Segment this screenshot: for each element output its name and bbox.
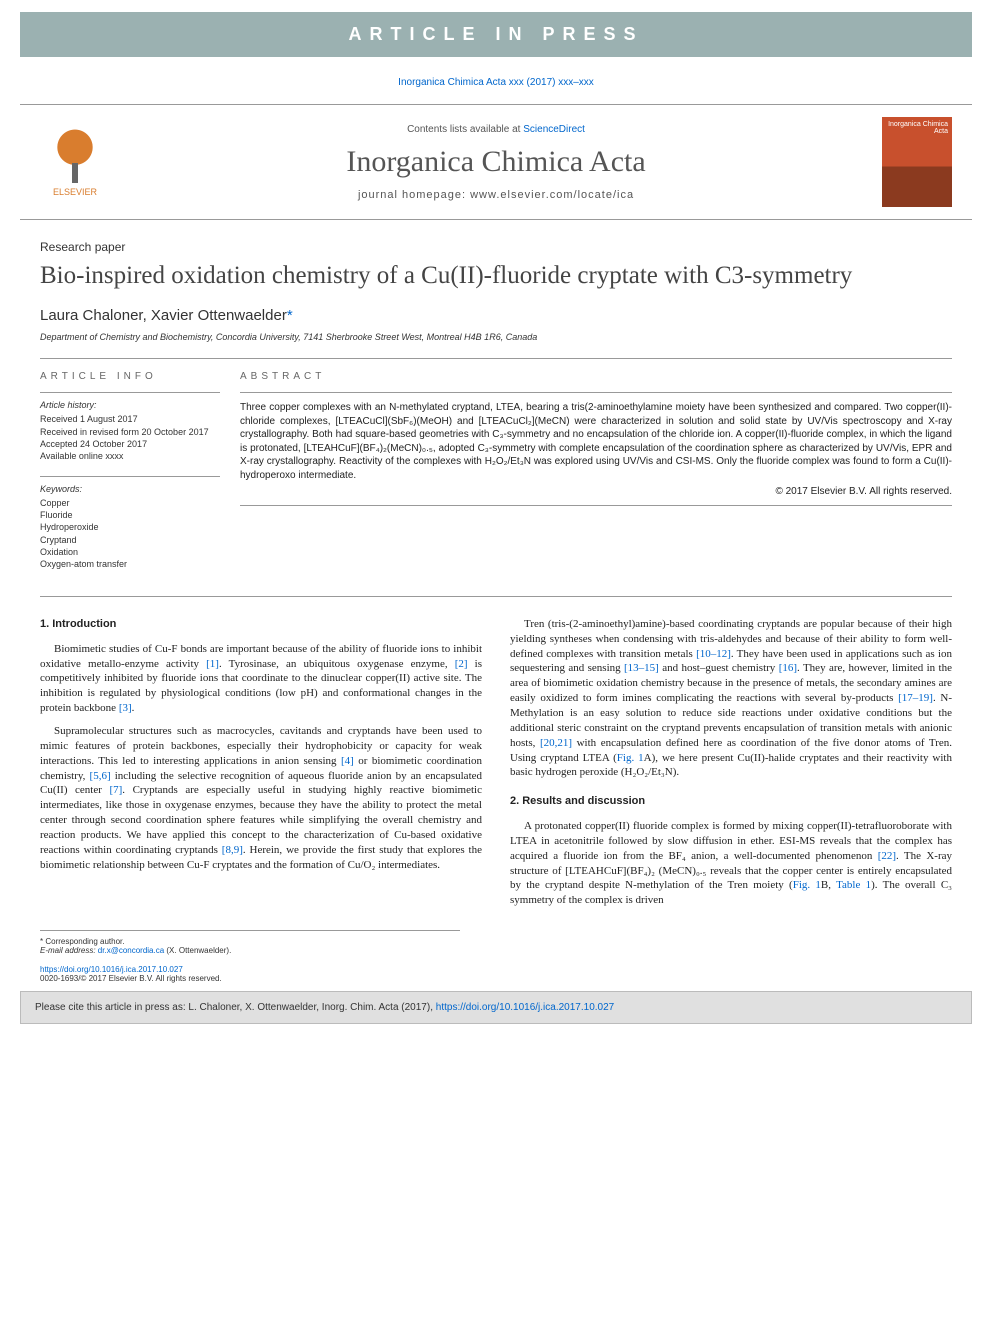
ref-link[interactable]: [2] (455, 658, 468, 670)
keyword: Oxidation (40, 546, 220, 558)
ref-link[interactable]: [8,9] (222, 844, 243, 856)
ref-link[interactable]: [4] (341, 755, 354, 767)
sciencedirect-link[interactable]: ScienceDirect (523, 124, 585, 135)
email-person: (X. Ottenwaelder). (164, 946, 231, 955)
corresponding-mark: * (287, 307, 293, 324)
article-info-column: ARTICLE INFO Article history: Received 1… (40, 371, 240, 584)
table-link[interactable]: Table 1 (836, 879, 871, 891)
footnote-block: * Corresponding author. E-mail address: … (40, 930, 460, 955)
history-item: Received in revised form 20 October 2017 (40, 426, 220, 438)
intro-paragraph-3: Tren (tris-(2-aminoethyl)amine)-based co… (510, 617, 952, 780)
history-item: Accepted 24 October 2017 (40, 438, 220, 450)
body-two-column: 1. Introduction Biomimetic studies of Cu… (40, 617, 952, 916)
elsevier-tree-icon (50, 128, 100, 183)
abstract-heading: ABSTRACT (240, 371, 952, 382)
keywords-block: Keywords: Copper Fluoride Hydroperoxide … (40, 483, 220, 570)
corresponding-author-note: * Corresponding author. (40, 937, 460, 946)
cite-footer: Please cite this article in press as: L.… (20, 991, 972, 1024)
keyword: Oxygen-atom transfer (40, 558, 220, 570)
publisher-name: ELSEVIER (53, 187, 97, 197)
article-info-heading: ARTICLE INFO (40, 371, 220, 382)
email-line: E-mail address: dr.x@concordia.ca (X. Ot… (40, 946, 460, 955)
history-label: Article history: (40, 399, 220, 411)
section-heading-results: 2. Results and discussion (510, 794, 952, 809)
history-item: Received 1 August 2017 (40, 413, 220, 425)
ref-link[interactable]: [17–19] (898, 692, 933, 704)
journal-name: Inorganica Chimica Acta (130, 145, 862, 179)
keyword: Hydroperoxide (40, 521, 220, 533)
intro-paragraph-2: Supramolecular structures such as macroc… (40, 724, 482, 872)
keywords-label: Keywords: (40, 483, 220, 495)
section-heading-introduction: 1. Introduction (40, 617, 482, 632)
keyword: Copper (40, 497, 220, 509)
ref-link[interactable]: [13–15] (624, 662, 659, 674)
journal-homepage: journal homepage: www.elsevier.com/locat… (130, 189, 862, 201)
article-title: Bio-inspired oxidation chemistry of a Cu… (40, 260, 952, 291)
body-column-left: 1. Introduction Biomimetic studies of Cu… (40, 617, 482, 916)
email-label: E-mail address: (40, 946, 98, 955)
elsevier-logo: ELSEVIER (40, 122, 110, 202)
citation-line: Inorganica Chimica Acta xxx (2017) xxx–x… (0, 65, 992, 104)
abstract-copyright: © 2017 Elsevier B.V. All rights reserved… (240, 486, 952, 497)
ref-link[interactable]: [3] (119, 702, 132, 714)
authors: Laura Chaloner, Xavier Ottenwaelder* (40, 307, 952, 324)
keyword: Fluoride (40, 509, 220, 521)
journal-header-center: Contents lists available at ScienceDirec… (130, 124, 862, 201)
ref-link[interactable]: [10–12] (696, 648, 731, 660)
abstract-text: Three copper complexes with an N-methyla… (240, 401, 952, 482)
doi-link[interactable]: https://doi.org/10.1016/j.ica.2017.10.02… (40, 965, 183, 974)
history-item: Available online xxxx (40, 450, 220, 462)
abstract-column: ABSTRACT Three copper complexes with an … (240, 371, 952, 584)
intro-paragraph-1: Biomimetic studies of Cu-F bonds are imp… (40, 642, 482, 716)
doi-block: https://doi.org/10.1016/j.ica.2017.10.02… (40, 965, 952, 983)
article-type: Research paper (40, 240, 952, 254)
info-abstract-block: ARTICLE INFO Article history: Received 1… (40, 358, 952, 597)
affiliation: Department of Chemistry and Biochemistry… (40, 332, 952, 342)
contents-prefix: Contents lists available at (407, 124, 523, 135)
ref-link[interactable]: [20,21] (540, 737, 572, 749)
keyword: Cryptand (40, 534, 220, 546)
journal-header: ELSEVIER Contents lists available at Sci… (20, 104, 972, 220)
ref-link[interactable]: [7] (109, 784, 122, 796)
article-history: Article history: Received 1 August 2017 … (40, 399, 220, 462)
fig-link[interactable]: Fig. 1 (793, 879, 821, 891)
author-names: Laura Chaloner, Xavier Ottenwaelder (40, 307, 287, 324)
ref-link[interactable]: [5,6] (90, 770, 111, 782)
ref-link[interactable]: [16] (779, 662, 797, 674)
body-column-right: Tren (tris-(2-aminoethyl)amine)-based co… (510, 617, 952, 916)
email-link[interactable]: dr.x@concordia.ca (98, 946, 164, 955)
fig-link[interactable]: Fig. 1 (617, 752, 644, 764)
cite-prefix: Please cite this article in press as: L.… (35, 1002, 436, 1013)
contents-line: Contents lists available at ScienceDirec… (130, 124, 862, 135)
ref-link[interactable]: [1] (206, 658, 219, 670)
results-paragraph-1: A protonated copper(II) fluoride complex… (510, 819, 952, 908)
journal-cover-thumbnail: Inorganica Chimica Acta (882, 117, 952, 207)
issn-copyright: 0020-1693/© 2017 Elsevier B.V. All right… (40, 974, 952, 983)
ref-link[interactable]: [22] (878, 850, 896, 862)
article-in-press-banner: ARTICLE IN PRESS (20, 12, 972, 57)
cite-doi-link[interactable]: https://doi.org/10.1016/j.ica.2017.10.02… (436, 1002, 614, 1013)
